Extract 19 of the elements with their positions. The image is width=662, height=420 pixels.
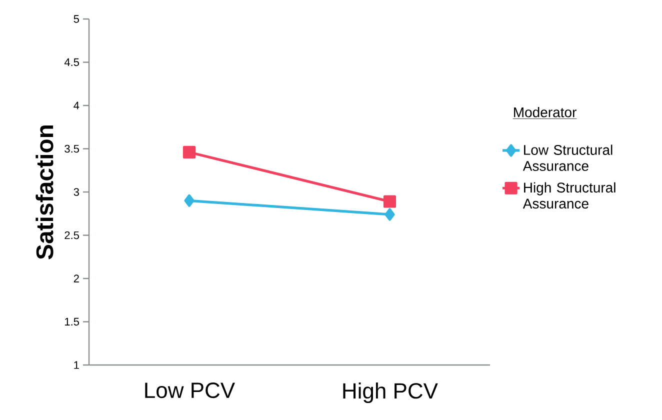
- x-tick-label: Low PCV: [145, 382, 235, 398]
- y-tick-label: 1: [74, 361, 79, 369]
- y-tick-label: 3.5: [64, 144, 79, 153]
- y-tick-label: 1.5: [65, 318, 79, 326]
- legend-label: High Structural Assurance: [522, 182, 616, 209]
- y-tick-label: 2.5: [64, 231, 79, 240]
- point: [182, 146, 196, 159]
- y-tick-label: 3: [74, 188, 79, 196]
- point: [383, 195, 396, 208]
- y-tick-label: 4: [74, 102, 80, 110]
- legend-title: Moderator: [514, 107, 576, 118]
- legend-label: Low Structural Assurance: [522, 144, 612, 171]
- x-tick-label: High PCV: [343, 382, 438, 404]
- point: [384, 208, 395, 221]
- y-tick-label: 5: [74, 15, 79, 23]
- y-tick-label: 2: [74, 274, 79, 282]
- point: [184, 194, 194, 207]
- y-tick-label: 4.5: [64, 58, 79, 66]
- y-axis-title: Satisfaction: [36, 125, 54, 260]
